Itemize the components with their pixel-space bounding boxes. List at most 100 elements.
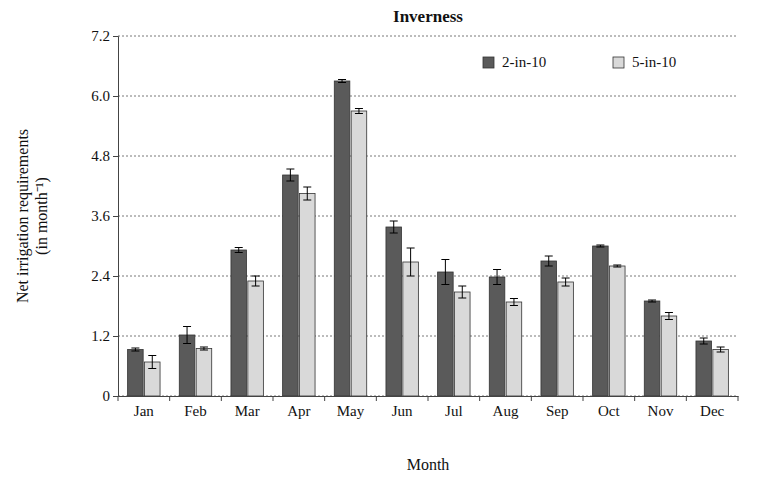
tick: 4.8 xyxy=(91,148,118,164)
tick-label: Feb xyxy=(184,403,207,419)
error-bars xyxy=(148,109,724,369)
error-bar xyxy=(131,348,139,351)
tick-label: 7.2 xyxy=(91,28,110,44)
grid-line xyxy=(118,96,738,97)
tick: 2.4 xyxy=(91,268,118,284)
bar xyxy=(128,350,144,397)
legend-item: 5-in-10 xyxy=(613,54,676,70)
grid-line xyxy=(118,156,738,157)
tick-mark xyxy=(113,336,118,337)
error-bar xyxy=(355,109,363,114)
plot: 01.22.43.64.86.07.2JanFebMarAprMayJunJul… xyxy=(91,28,738,418)
separator xyxy=(169,396,170,401)
error-bar xyxy=(717,347,725,352)
marks xyxy=(128,80,729,397)
error-bar xyxy=(183,327,191,344)
error-bar xyxy=(458,286,466,298)
tick: Sep xyxy=(546,396,569,419)
error-bar xyxy=(562,278,570,286)
grid-line xyxy=(118,216,738,217)
title: Inverness xyxy=(393,7,463,26)
tick-label: Jul xyxy=(445,403,463,419)
tick: May xyxy=(337,396,365,419)
tick: 3.6 xyxy=(91,208,118,224)
bar xyxy=(403,262,419,396)
tick-label: May xyxy=(337,403,365,419)
error-bar xyxy=(596,245,604,247)
y-label: Net irrigation requirements(in month⁻¹) xyxy=(14,129,51,303)
tick-label: Sep xyxy=(546,403,569,419)
tick-label: Dec xyxy=(700,403,724,419)
separator xyxy=(479,396,480,401)
error-bar xyxy=(252,276,260,286)
bar xyxy=(696,341,712,396)
tick-mark xyxy=(113,156,118,157)
legend-label: 2-in-10 xyxy=(502,54,546,70)
bar xyxy=(300,194,316,397)
bar xyxy=(506,302,522,396)
y-axis: 0 1.2 2.4 3.6 4.8 6.0 7.2 xyxy=(91,28,118,404)
error-bar xyxy=(303,187,311,200)
legend-item: 2-in-10 xyxy=(483,54,546,70)
tick-label: Jan xyxy=(134,403,154,419)
bar xyxy=(386,227,402,396)
error-bar xyxy=(441,260,449,285)
tick-mark xyxy=(113,36,118,37)
grid-line xyxy=(118,36,738,37)
bar xyxy=(558,282,574,396)
legend-label: 5-in-10 xyxy=(632,54,676,70)
separator xyxy=(324,396,325,401)
tick-label: Nov xyxy=(648,403,674,419)
tick: Dec xyxy=(700,396,724,419)
chart: 01.22.43.64.86.07.2JanFebMarAprMayJunJul… xyxy=(0,0,772,480)
bar xyxy=(713,350,729,397)
tick-mark xyxy=(113,216,118,217)
bar xyxy=(489,277,505,396)
bar xyxy=(661,316,677,396)
tick-label: 2.4 xyxy=(91,268,110,284)
error-bar xyxy=(700,338,708,344)
separators xyxy=(118,396,738,401)
error-bar xyxy=(510,299,518,306)
tick: 7.2 xyxy=(91,28,118,44)
tick: 0 xyxy=(103,388,119,404)
bar xyxy=(541,261,557,396)
legend-swatch xyxy=(483,57,494,68)
tick: 1.2 xyxy=(91,328,118,344)
tick-label: 6.0 xyxy=(91,88,110,104)
separator xyxy=(583,396,584,401)
x-label: Month xyxy=(407,456,450,473)
bar xyxy=(593,246,609,396)
tick: 6.0 xyxy=(91,88,118,104)
tick-label: 1.2 xyxy=(91,328,110,344)
tick-mark xyxy=(113,96,118,97)
error-bar xyxy=(390,221,398,233)
axis-line xyxy=(113,37,119,397)
error-bar xyxy=(648,300,656,302)
tick-label: 0 xyxy=(103,388,111,404)
grid xyxy=(118,36,738,396)
separator xyxy=(273,396,274,401)
bar xyxy=(196,349,212,397)
tick-mark xyxy=(113,276,118,277)
error-bar xyxy=(407,248,415,276)
tick-label: Aug xyxy=(493,403,519,419)
tick: Feb xyxy=(184,396,207,419)
separator xyxy=(738,396,739,401)
bar xyxy=(455,292,471,396)
error-bar xyxy=(235,248,243,253)
tick-mark xyxy=(113,396,118,397)
separator xyxy=(686,396,687,401)
tick: Aug xyxy=(493,396,519,419)
x-axis: JanFebMarAprMayJunJulAugSepOctNovDec xyxy=(118,396,739,419)
bar xyxy=(438,272,454,396)
separator xyxy=(428,396,429,401)
error-bar xyxy=(148,356,156,369)
error-bar xyxy=(665,313,673,320)
error-bar xyxy=(613,265,621,267)
error-bar xyxy=(286,169,294,181)
error-bar xyxy=(545,256,553,266)
series xyxy=(128,80,712,397)
error-bar xyxy=(493,270,501,285)
tick-label: Apr xyxy=(287,403,310,419)
